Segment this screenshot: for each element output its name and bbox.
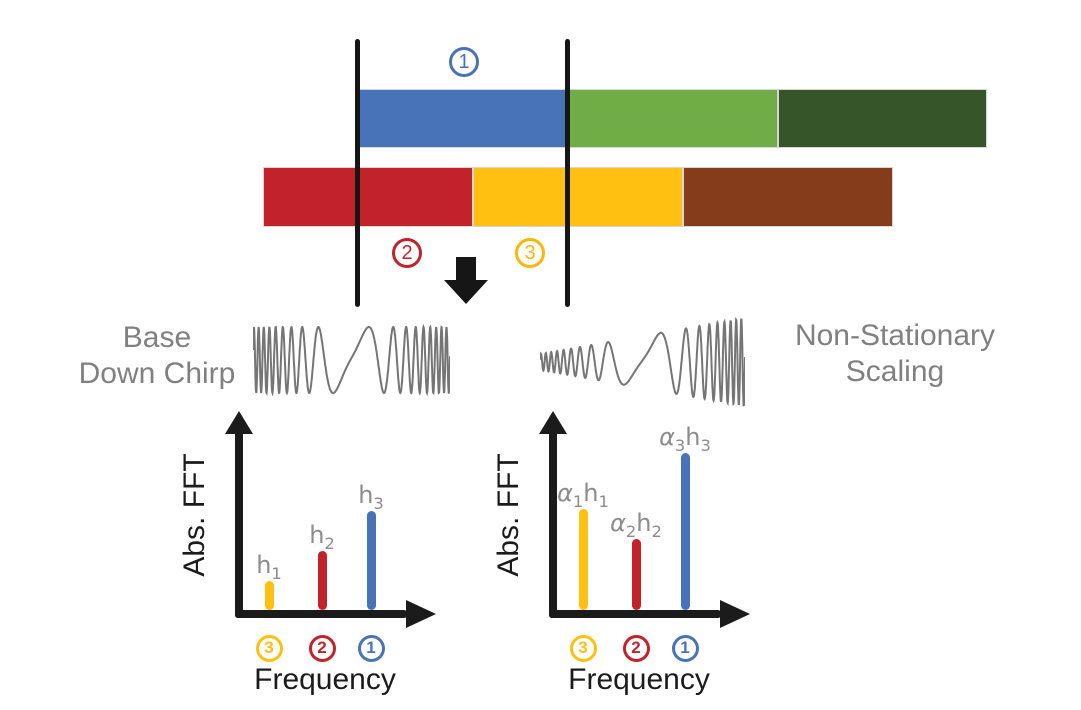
upper-signal-bar: [358, 89, 987, 148]
fft-category-circle-2: 2: [308, 634, 336, 662]
fft-bar-label-a1h1: α1h1: [557, 479, 609, 511]
x-axis: [549, 610, 721, 618]
x-axis: [235, 610, 407, 618]
circled-number-1: 1: [449, 47, 479, 77]
x-axis-arrowhead: [406, 600, 436, 628]
fft-category-circle-3: 3: [255, 634, 283, 662]
fft-bar-label-h1: h1: [256, 551, 282, 583]
fft-category-circle-1: 1: [357, 634, 385, 662]
non-stationary-scaling-caption: Non-Stationary Scaling: [775, 318, 1015, 390]
fft-plot-scaled: Abs. FFT Frequency α1h1 3 α2h2 2 α3h3 1: [492, 410, 784, 710]
fft-bar-label-h2: h2: [309, 521, 335, 553]
fft-category-circle-3: 3: [569, 634, 597, 662]
down-arrow-head: [444, 280, 488, 304]
base-down-chirp-caption: Base Down Chirp: [57, 320, 257, 392]
down-arrow-icon: [444, 257, 488, 304]
y-axis: [549, 430, 557, 618]
bar-segment-bottom-2: [473, 167, 683, 227]
circled-number-3: 3: [515, 238, 545, 268]
caption-line: Base: [122, 321, 192, 354]
fft-bar-label-a2h2: α2h2: [610, 509, 662, 541]
y-axis-arrowhead: [539, 411, 567, 434]
y-axis: [235, 430, 243, 618]
window-boundary-line-left: [355, 39, 360, 307]
fft-bar-h1: [264, 581, 274, 610]
chirp-path: [540, 316, 745, 407]
fft-bar-label-h3: h3: [358, 481, 384, 513]
y-axis-arrowhead: [225, 411, 253, 434]
y-axis-label: Abs. FFT: [178, 453, 211, 577]
fft-bar-a2h2: [631, 539, 641, 610]
bar-segment-bottom-1: [263, 167, 473, 227]
fft-bar-a1h1: [578, 509, 588, 610]
bar-segment-bottom-3: [683, 167, 893, 227]
bar-segment-top-2: [569, 89, 778, 148]
scaled-chirp-waveform: [540, 316, 745, 407]
bar-segment-top-1: [358, 89, 569, 148]
fft-category-circle-1: 1: [671, 634, 699, 662]
base-down-chirp-waveform: [253, 324, 450, 396]
fft-plot-base: Abs. FFT Frequency h1 3 h2 2 h3 1: [178, 410, 470, 710]
chirp-path: [253, 324, 450, 396]
fft-bar-label-a3h3: α3h3: [659, 423, 711, 455]
down-arrow-shaft: [456, 257, 476, 281]
caption-line: Non-Stationary: [794, 319, 996, 352]
y-axis-label: Abs. FFT: [492, 453, 525, 577]
x-axis-arrowhead: [720, 600, 750, 628]
x-axis-label: Frequency: [254, 663, 396, 696]
lower-signal-bar: [263, 167, 893, 227]
caption-line: Down Chirp: [78, 357, 236, 390]
fft-bar-a3h3: [680, 453, 690, 610]
x-axis-label: Frequency: [568, 663, 710, 696]
circled-number-1-digit: 1: [458, 50, 470, 73]
fft-category-circle-2: 2: [622, 634, 650, 662]
bar-segment-top-3: [778, 89, 987, 148]
window-boundary-line-right: [565, 39, 570, 307]
fft-bar-h3: [366, 511, 376, 610]
fft-bar-h2: [317, 551, 327, 610]
circled-number-2: 2: [392, 238, 422, 268]
circled-number-3-digit: 3: [524, 241, 536, 264]
circled-number-2-digit: 2: [401, 241, 413, 264]
caption-line: Scaling: [845, 355, 945, 388]
